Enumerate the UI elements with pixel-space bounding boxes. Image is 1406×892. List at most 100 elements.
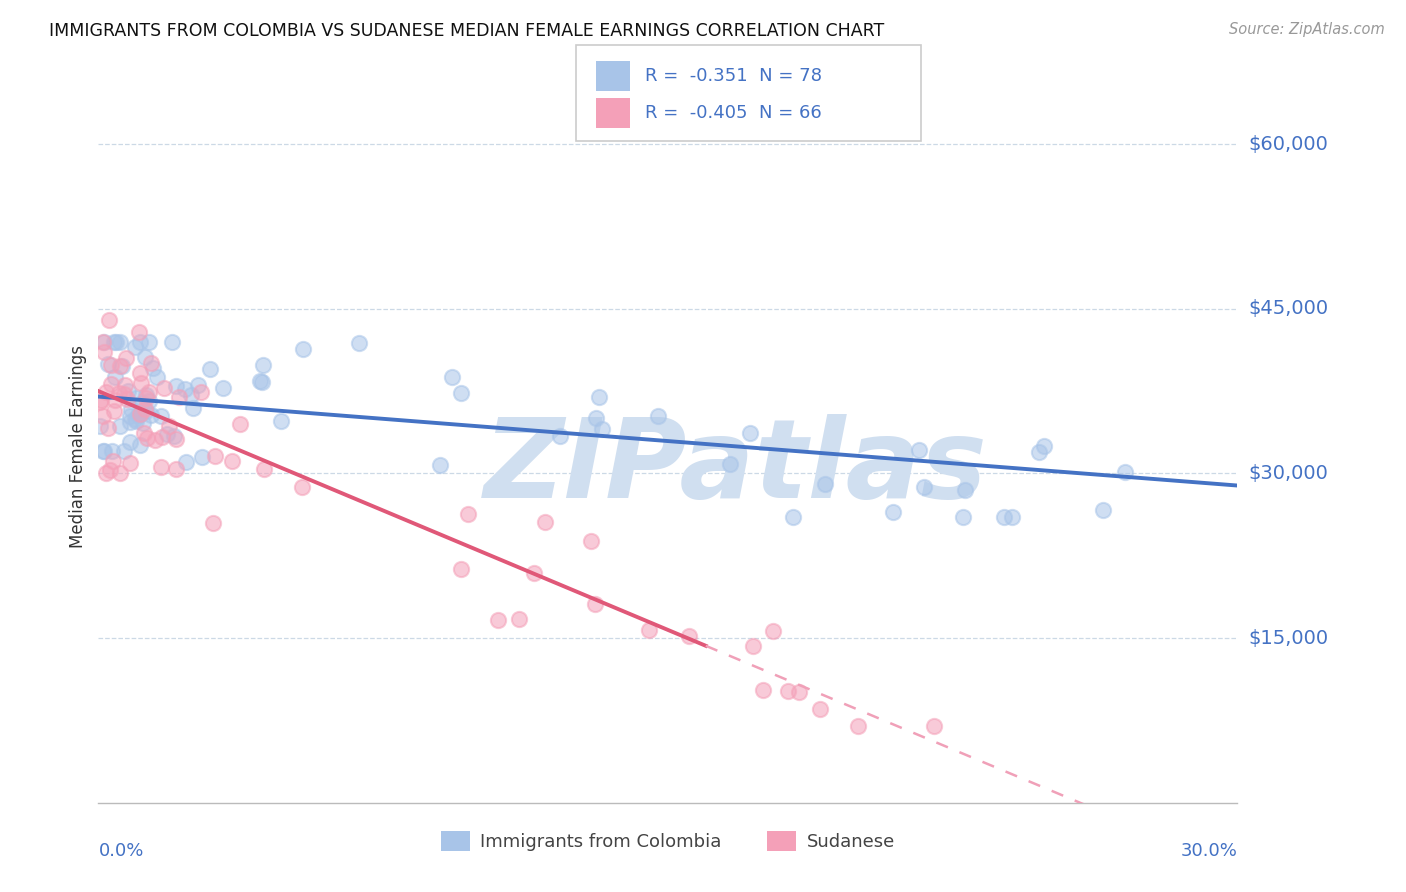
Point — [198, 362, 221, 376]
Point — [115, 392, 138, 406]
Point — [129, 407, 152, 421]
Point — [165, 432, 187, 446]
Point — [347, 335, 370, 350]
Point — [108, 386, 131, 401]
Point — [993, 510, 1015, 524]
Point — [174, 455, 197, 469]
Point — [678, 629, 700, 643]
Point — [157, 419, 180, 434]
Text: $45,000: $45,000 — [1249, 300, 1329, 318]
Point — [105, 334, 128, 349]
Point — [429, 458, 451, 472]
Point — [125, 392, 148, 406]
Point — [441, 369, 464, 384]
Point — [486, 613, 509, 627]
Point — [1114, 466, 1136, 480]
Point — [114, 378, 136, 392]
Point — [211, 381, 233, 395]
Point — [134, 402, 156, 417]
Point — [97, 420, 120, 434]
Point — [91, 444, 114, 458]
Point — [1001, 510, 1024, 524]
Point — [129, 376, 152, 390]
Point — [912, 480, 935, 494]
Point — [94, 467, 117, 481]
Text: 30.0%: 30.0% — [1181, 842, 1237, 860]
Point — [124, 340, 146, 354]
Point — [100, 463, 122, 477]
Point — [145, 370, 167, 384]
Point — [190, 384, 212, 399]
Point — [100, 376, 122, 391]
Point — [752, 683, 775, 698]
Point — [782, 510, 804, 524]
Point — [1028, 444, 1050, 458]
Point — [104, 393, 127, 408]
Point — [952, 510, 974, 524]
Point — [127, 408, 149, 422]
Point — [110, 359, 132, 373]
Text: R =  -0.351  N = 78: R = -0.351 N = 78 — [645, 67, 823, 85]
Point — [89, 419, 111, 434]
Point — [93, 334, 115, 349]
Point — [534, 515, 557, 529]
Point — [90, 392, 112, 407]
Text: Source: ZipAtlas.com: Source: ZipAtlas.com — [1229, 22, 1385, 37]
Point — [128, 438, 150, 452]
Point — [252, 358, 274, 372]
Point — [93, 345, 115, 359]
Point — [132, 426, 155, 441]
Point — [114, 351, 136, 365]
Point — [93, 444, 115, 458]
Point — [125, 414, 148, 428]
Point — [741, 639, 763, 653]
Point — [89, 394, 111, 409]
Point — [738, 426, 761, 441]
Point — [165, 379, 187, 393]
Text: IMMIGRANTS FROM COLOMBIA VS SUDANESE MEDIAN FEMALE EARNINGS CORRELATION CHART: IMMIGRANTS FROM COLOMBIA VS SUDANESE MED… — [49, 22, 884, 40]
Point — [103, 403, 125, 417]
Point — [221, 454, 243, 468]
Point — [253, 462, 276, 476]
Point — [548, 429, 571, 443]
Point — [101, 453, 124, 467]
Point — [187, 378, 209, 392]
Point — [583, 597, 606, 611]
Point — [1091, 503, 1114, 517]
Point — [138, 334, 160, 349]
Point — [647, 409, 669, 424]
Point — [110, 419, 132, 434]
Point — [808, 702, 831, 716]
Point — [180, 388, 202, 402]
Point — [191, 450, 214, 464]
Point — [138, 394, 160, 409]
Point — [93, 334, 115, 349]
Point — [291, 480, 314, 494]
Point — [204, 449, 226, 463]
Point — [135, 388, 157, 402]
Point — [591, 422, 613, 436]
Point — [160, 334, 183, 349]
Point — [814, 476, 837, 491]
Point — [922, 719, 945, 733]
Point — [292, 342, 315, 356]
Point — [94, 385, 117, 400]
Point — [104, 370, 127, 384]
Point — [270, 413, 292, 427]
Point — [143, 433, 166, 447]
Text: 0.0%: 0.0% — [98, 842, 143, 860]
Point — [118, 434, 141, 449]
Point — [450, 386, 472, 401]
Point — [181, 401, 204, 415]
Point — [108, 334, 131, 349]
Point — [152, 382, 174, 396]
Point — [156, 427, 179, 442]
Point — [450, 562, 472, 576]
Point — [120, 457, 142, 471]
Point — [142, 360, 165, 375]
Text: $15,000: $15,000 — [1249, 629, 1329, 648]
Point — [229, 417, 252, 432]
Point — [908, 443, 931, 458]
Point — [128, 366, 150, 380]
Point — [149, 460, 172, 475]
